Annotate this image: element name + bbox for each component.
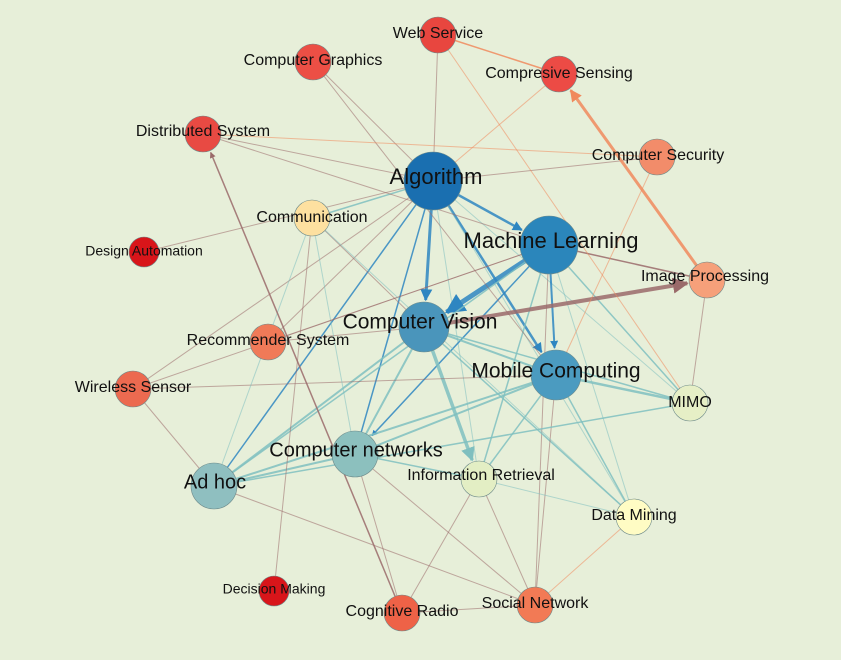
- node-computer-security[interactable]: [638, 138, 676, 176]
- edge-information-retrieval-social-network: [478, 478, 536, 606]
- edge-image-processing-mimo: [689, 279, 708, 404]
- node-label-web-service: Web Service: [393, 25, 484, 42]
- node-label-ad-hoc: Ad hoc: [184, 471, 246, 493]
- node-information-retrieval[interactable]: [460, 460, 498, 498]
- edge-image-processing-compresive-sensing: [569, 89, 709, 281]
- edge-ad-hoc-mimo: [213, 402, 691, 487]
- edge-machine-learning-mimo: [548, 244, 691, 404]
- edge-information-retrieval-data-mining: [478, 478, 635, 518]
- node-label-computer-networks: Computer networks: [269, 439, 442, 461]
- edge-mobile-computing-wireless-sensor: [132, 374, 557, 390]
- node-label-communication: Communication: [256, 209, 367, 226]
- edge-computer-vision-image-processing: [423, 277, 689, 329]
- node-ad-hoc[interactable]: [190, 462, 238, 510]
- edge-mobile-computing-social-network: [534, 374, 557, 606]
- edge-computer-vision-recommender-system: [267, 326, 425, 343]
- edge-algorithm-ad-hoc: [213, 180, 434, 487]
- node-label-computer-security: Computer Security: [592, 147, 725, 164]
- node-recommender-system[interactable]: [249, 323, 287, 361]
- edge-computer-networks-cognitive-radio: [354, 453, 403, 614]
- edge-social-network-cognitive-radio: [401, 604, 536, 614]
- edge-machine-learning-social-network: [534, 244, 550, 606]
- node-compresive-sensing[interactable]: [540, 55, 578, 93]
- edge-computer-security-mobile-computing: [555, 156, 658, 376]
- edge-information-retrieval-cognitive-radio: [401, 478, 480, 614]
- node-label-mobile-computing: Mobile Computing: [471, 360, 640, 383]
- edge-algorithm-wireless-sensor: [132, 180, 434, 390]
- label-layer: Algorithm Machine Learning Computer Vision…: [75, 25, 769, 620]
- edge-mobile-computing-data-mining: [555, 374, 635, 518]
- node-communication[interactable]: [293, 199, 331, 237]
- node-design-automation[interactable]: [128, 236, 160, 268]
- node-label-cognitive-radio: Cognitive Radio: [346, 603, 459, 620]
- edge-distributed-system-machine-learning: [202, 133, 550, 246]
- node-social-network[interactable]: [516, 586, 554, 624]
- edge-computer-graphics-mobile-computing: [312, 61, 557, 376]
- node-web-service[interactable]: [419, 16, 457, 54]
- node-computer-vision[interactable]: [398, 301, 450, 353]
- edge-computer-vision-ad-hoc: [213, 326, 425, 487]
- edge-decision-making-communication: [273, 217, 313, 592]
- node-distributed-system[interactable]: [184, 115, 222, 153]
- node-label-information-retrieval: Information Retrieval: [407, 467, 555, 484]
- edge-computer-vision-communication: [311, 217, 425, 328]
- edge-algorithm-information-retrieval: [432, 180, 480, 480]
- edge-web-service-compresive-sensing: [437, 34, 560, 75]
- node-mobile-computing[interactable]: [530, 349, 582, 401]
- node-label-image-processing: Image Processing: [641, 268, 769, 285]
- edge-computer-networks-ad-hoc: [213, 453, 356, 487]
- node-label-data-mining: Data Mining: [591, 507, 676, 524]
- node-label-design-automation: Design Automation: [85, 243, 203, 259]
- node-layer: [114, 16, 726, 632]
- edge-computer-networks-communication: [311, 217, 356, 455]
- node-computer-graphics[interactable]: [294, 43, 332, 81]
- node-label-recommender-system: Recommender System: [187, 332, 350, 349]
- node-label-decision-making: Decision Making: [223, 581, 326, 597]
- node-label-mimo: MIMO: [668, 394, 712, 411]
- node-label-social-network: Social Network: [482, 595, 590, 612]
- edge-algorithm-computer-networks: [354, 180, 434, 455]
- node-label-compresive-sensing: Compresive Sensing: [485, 65, 633, 82]
- node-label-computer-graphics: Computer Graphics: [244, 52, 383, 69]
- node-wireless-sensor[interactable]: [114, 370, 152, 408]
- edge-machine-learning-ad-hoc: [213, 244, 550, 487]
- edge-computer-vision-data-mining: [423, 326, 635, 518]
- node-label-distributed-system: Distributed System: [136, 123, 270, 140]
- edge-algorithm-data-mining: [432, 180, 635, 518]
- edge-algorithm-distributed-system: [202, 133, 434, 182]
- node-computer-networks[interactable]: [331, 430, 379, 478]
- node-label-machine-learning: Machine Learning: [464, 228, 639, 253]
- node-data-mining[interactable]: [615, 498, 653, 536]
- node-label-computer-vision: Computer Vision: [343, 311, 498, 334]
- edge-computer-networks-social-network: [354, 453, 536, 606]
- node-label-algorithm: Algorithm: [390, 164, 483, 189]
- node-cognitive-radio[interactable]: [383, 594, 421, 632]
- edge-machine-learning-information-retrieval: [478, 244, 550, 480]
- edge-communication-data-mining: [311, 217, 635, 518]
- edge-layer: [132, 34, 709, 614]
- node-image-processing[interactable]: [688, 261, 726, 299]
- node-algorithm[interactable]: [403, 151, 463, 211]
- edge-algorithm-mimo: [432, 180, 691, 404]
- edge-mobile-computing-ad-hoc: [213, 374, 557, 487]
- node-decision-making[interactable]: [258, 575, 290, 607]
- edge-algorithm-recommender-system: [267, 180, 434, 343]
- edge-machine-learning-data-mining: [548, 244, 635, 518]
- edge-cognitive-radio-distributed-system: [209, 151, 403, 614]
- node-machine-learning[interactable]: [519, 215, 579, 275]
- edge-web-service-mimo: [437, 34, 691, 404]
- edge-data-mining-social-network: [534, 516, 635, 606]
- edge-distributed-system-computer-security: [202, 133, 658, 158]
- node-mimo[interactable]: [671, 384, 709, 422]
- node-label-wireless-sensor: Wireless Sensor: [75, 379, 192, 396]
- edge-mobile-computing-computer-networks: [354, 374, 557, 455]
- edge-wireless-sensor-machine-learning: [132, 244, 550, 390]
